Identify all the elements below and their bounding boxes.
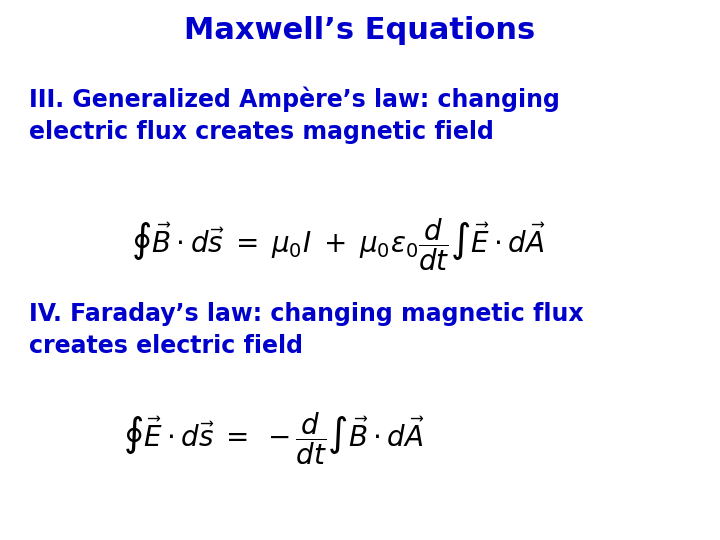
Text: Maxwell’s Equations: Maxwell’s Equations <box>184 16 536 45</box>
Text: $\oint \vec{B} \cdot d\vec{s} \;=\; \mu_0 I \;+\; \mu_0 \varepsilon_0 \dfrac{d}{: $\oint \vec{B} \cdot d\vec{s} \;=\; \mu_… <box>131 216 546 273</box>
Text: IV. Faraday’s law: changing magnetic flux
creates electric field: IV. Faraday’s law: changing magnetic flu… <box>29 302 583 358</box>
Text: III. Generalized Ampère’s law: changing
electric flux creates magnetic field: III. Generalized Ampère’s law: changing … <box>29 86 559 144</box>
Text: $\oint \vec{E} \cdot d\vec{s} \;=\; -\dfrac{d}{dt} \int \vec{B} \cdot d\vec{A}$: $\oint \vec{E} \cdot d\vec{s} \;=\; -\df… <box>123 410 424 467</box>
